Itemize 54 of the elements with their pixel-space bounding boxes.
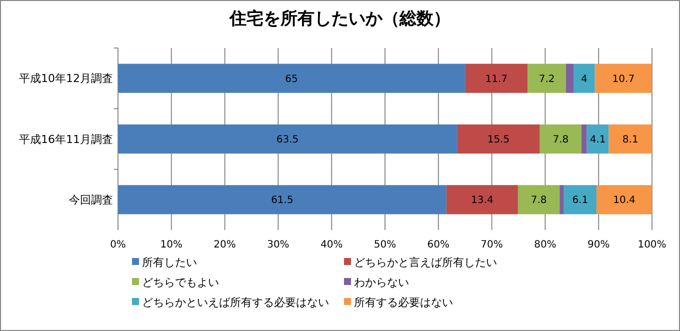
x-tick-label: 90% — [587, 240, 610, 250]
bar — [118, 124, 458, 154]
data-label: 4.1 — [590, 134, 606, 146]
y-tick-label: 平成10年12月調査 — [19, 72, 113, 86]
bar — [465, 64, 528, 93]
data-label: 7.8 — [530, 195, 547, 206]
x-tick-label: 30% — [267, 240, 290, 250]
data-label: 10.7 — [612, 74, 635, 85]
bar — [560, 185, 564, 214]
data-label: 7.2 — [538, 74, 555, 85]
bar — [518, 185, 560, 214]
bar — [594, 64, 652, 93]
legend-label: どちらでもよい — [142, 276, 219, 289]
legend-label: どちらかといえば所有する必要はない — [142, 296, 329, 309]
data-label: 65 — [285, 74, 298, 85]
bar — [118, 64, 466, 93]
x-tick-label: 40% — [320, 240, 343, 250]
x-tick-label: 70% — [480, 240, 503, 250]
data-label: 13.4 — [471, 195, 494, 206]
data-label: 15.5 — [487, 134, 510, 146]
x-tick-label: 0% — [110, 240, 126, 250]
bar — [586, 124, 609, 154]
bar — [540, 124, 582, 154]
bar — [574, 64, 595, 93]
x-tick-label: 60% — [427, 240, 450, 250]
bar — [564, 185, 596, 214]
bar — [582, 124, 587, 154]
x-tick-label: 20% — [214, 240, 236, 250]
x-tick-label: 100% — [638, 240, 666, 250]
x-tick-label: 50% — [374, 240, 396, 250]
bar — [596, 185, 652, 214]
x-tick-label: 80% — [534, 240, 556, 250]
bar — [446, 185, 518, 214]
legend-label: どちらかと言えば所有したい — [354, 256, 497, 269]
bar — [457, 124, 540, 154]
data-label: 6.1 — [572, 195, 588, 206]
y-tick-label: 平成16年11月調査 — [19, 132, 113, 146]
legend-label: 所有する必要はない — [354, 296, 453, 309]
data-label: 8.1 — [622, 134, 638, 146]
bar — [528, 64, 566, 93]
bar — [608, 124, 652, 154]
data-label: 10.4 — [613, 195, 636, 206]
data-label: 7.8 — [552, 134, 569, 146]
legend-label: わからない — [354, 276, 409, 289]
bar — [566, 64, 574, 93]
data-label: 63.5 — [276, 134, 299, 146]
chart-title: 住宅を所有したいか（総数） — [228, 9, 450, 29]
y-tick-label: 今回調査 — [69, 194, 113, 207]
data-label: 11.7 — [485, 74, 508, 85]
data-label: 61.5 — [271, 195, 294, 206]
data-label: 4 — [580, 74, 588, 85]
bar — [118, 185, 446, 214]
x-tick-label: 10% — [160, 240, 183, 250]
legend-label: 所有したい — [142, 256, 197, 269]
